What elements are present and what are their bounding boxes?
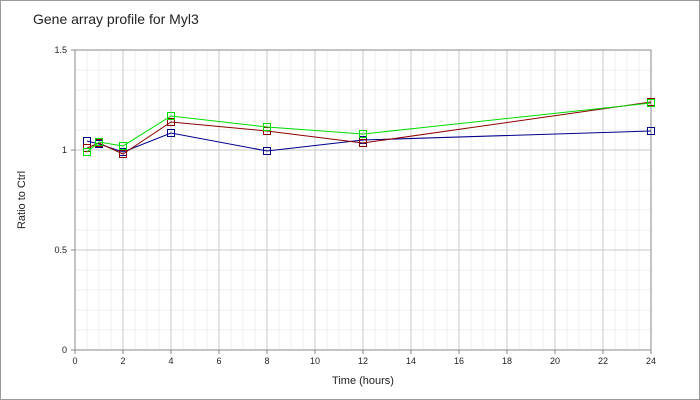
series-line [86,102,652,153]
x-tick-label: 24 [646,356,656,366]
series-2 [83,98,655,158]
data-point [263,147,271,155]
x-tick-label: 14 [406,356,416,366]
x-tick-label: 20 [550,356,560,366]
x-tick-label: 4 [168,356,173,366]
y-tick-label: 1 [62,145,67,155]
y-tick-label: 0.5 [54,245,67,255]
x-tick-label: 16 [454,356,464,366]
y-axis-title: Ratio to Ctrl [16,171,28,229]
data-point [167,129,175,137]
data-point [119,142,127,150]
x-axis-title: Time (hours) [332,375,394,387]
x-tick-label: 0 [72,356,77,366]
x-tick-label: 2 [120,356,125,366]
x-tick-label: 8 [264,356,269,366]
series-line [86,130,652,153]
data-point [359,139,367,147]
series-line [86,101,652,155]
y-axis: 0 0.5 1 1.5 [54,45,75,355]
x-tick-label: 18 [502,356,512,366]
major-grid [74,49,652,351]
x-tick-label: 6 [216,356,221,366]
data-point [263,123,271,131]
data-point [95,138,103,146]
series-layer [83,98,655,158]
data-point [83,148,91,156]
x-axis: 0 2 4 6 8 10 12 14 16 18 20 22 24 [72,350,656,366]
x-tick-label: 12 [358,356,368,366]
x-tick-label: 22 [598,356,608,366]
series-1 [83,127,655,156]
chart-title: Gene array profile for Myl3 [33,11,199,27]
data-point [167,118,175,126]
data-point [647,127,655,135]
data-point [359,130,367,138]
y-tick-label: 1.5 [54,45,67,55]
data-point [119,150,127,158]
x-tick-label: 10 [310,356,320,366]
data-point [647,99,655,107]
series-3 [83,99,655,156]
y-tick-label: 0 [62,345,67,355]
data-point [167,112,175,120]
